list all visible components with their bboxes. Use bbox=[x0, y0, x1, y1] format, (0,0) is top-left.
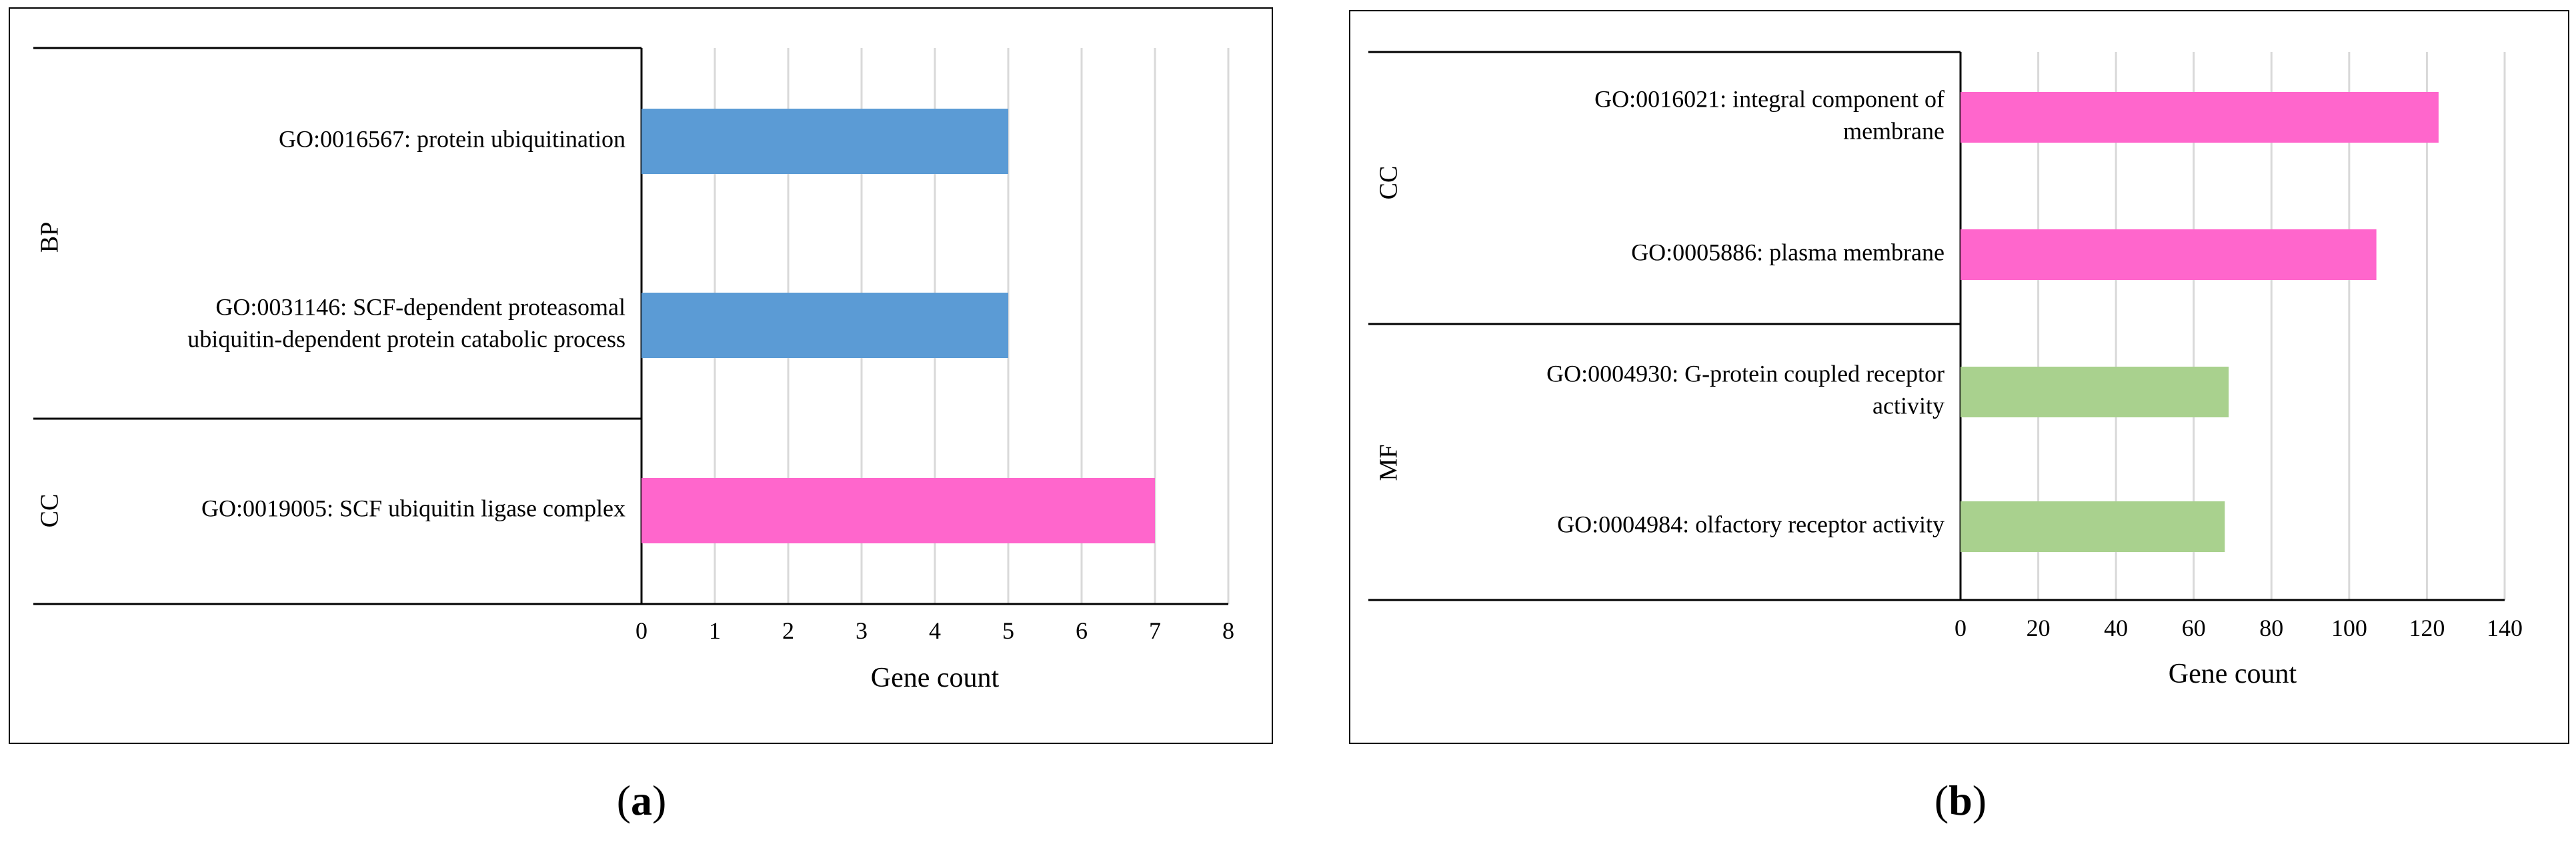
x-tick-label: 140 bbox=[2487, 615, 2523, 641]
x-tick-label: 80 bbox=[2259, 615, 2283, 641]
group-label-cc: CC bbox=[1375, 166, 1403, 200]
category-label: GO:0004930: G-protein coupled receptor bbox=[1546, 360, 1945, 387]
x-tick-label: 60 bbox=[2182, 615, 2206, 641]
panel-label: (b) bbox=[1935, 777, 1987, 824]
x-tick-label: 40 bbox=[2104, 615, 2128, 641]
category-label: GO:0005886: plasma membrane bbox=[1631, 239, 1945, 265]
x-axis-title: Gene count bbox=[2169, 659, 2297, 689]
x-tick-label: 1 bbox=[709, 617, 721, 644]
category-label: membrane bbox=[1843, 117, 1945, 144]
x-tick-label: 4 bbox=[929, 617, 941, 644]
x-axis-title: Gene count bbox=[871, 663, 1000, 693]
x-tick-label: 0 bbox=[635, 617, 648, 644]
panel-label: (a) bbox=[617, 777, 667, 824]
category-label: GO:0004984: olfactory receptor activity bbox=[1557, 511, 1945, 537]
x-tick-label: 0 bbox=[1955, 615, 1967, 641]
chart-frame bbox=[9, 7, 1273, 744]
x-tick-label: 3 bbox=[856, 617, 868, 644]
category-label: GO:0016021: integral component of bbox=[1594, 85, 1945, 112]
x-tick-label: 100 bbox=[2331, 615, 2367, 641]
x-tick-label: 2 bbox=[782, 617, 794, 644]
category-label: GO:0016567: protein ubiquitination bbox=[279, 125, 625, 152]
category-label: ubiquitin-dependent protein catabolic pr… bbox=[187, 325, 625, 352]
x-tick-label: 8 bbox=[1222, 617, 1234, 644]
bar bbox=[1961, 501, 2225, 552]
bar bbox=[1961, 367, 2229, 417]
chart-panel-a: BP GO:0016567: protein ubiquitination GO:0… bbox=[9, 7, 1273, 824]
bar bbox=[1961, 92, 2439, 143]
x-tick-label: 5 bbox=[1002, 617, 1014, 644]
x-tick-label: 120 bbox=[2409, 615, 2445, 641]
chart-frame bbox=[1349, 10, 2569, 744]
x-tick-label: 6 bbox=[1076, 617, 1088, 644]
x-tick-label: 20 bbox=[2027, 615, 2051, 641]
bar bbox=[641, 293, 1008, 358]
bar bbox=[1961, 229, 2377, 280]
category-label: GO:0019005: SCF ubiquitin ligase complex bbox=[201, 495, 625, 521]
category-label: GO:0031146: SCF-dependent proteasomal bbox=[215, 293, 625, 320]
group-label-mf: MF bbox=[1375, 445, 1403, 481]
x-tick-label: 7 bbox=[1149, 617, 1161, 644]
group-label-cc: CC bbox=[36, 494, 64, 528]
bar bbox=[641, 109, 1008, 174]
bar bbox=[641, 478, 1155, 543]
category-label: activity bbox=[1872, 392, 1945, 419]
group-label-bp: BP bbox=[36, 222, 64, 253]
chart-panel-b: CC GO:0016021: integral component of membr… bbox=[1349, 10, 2569, 824]
